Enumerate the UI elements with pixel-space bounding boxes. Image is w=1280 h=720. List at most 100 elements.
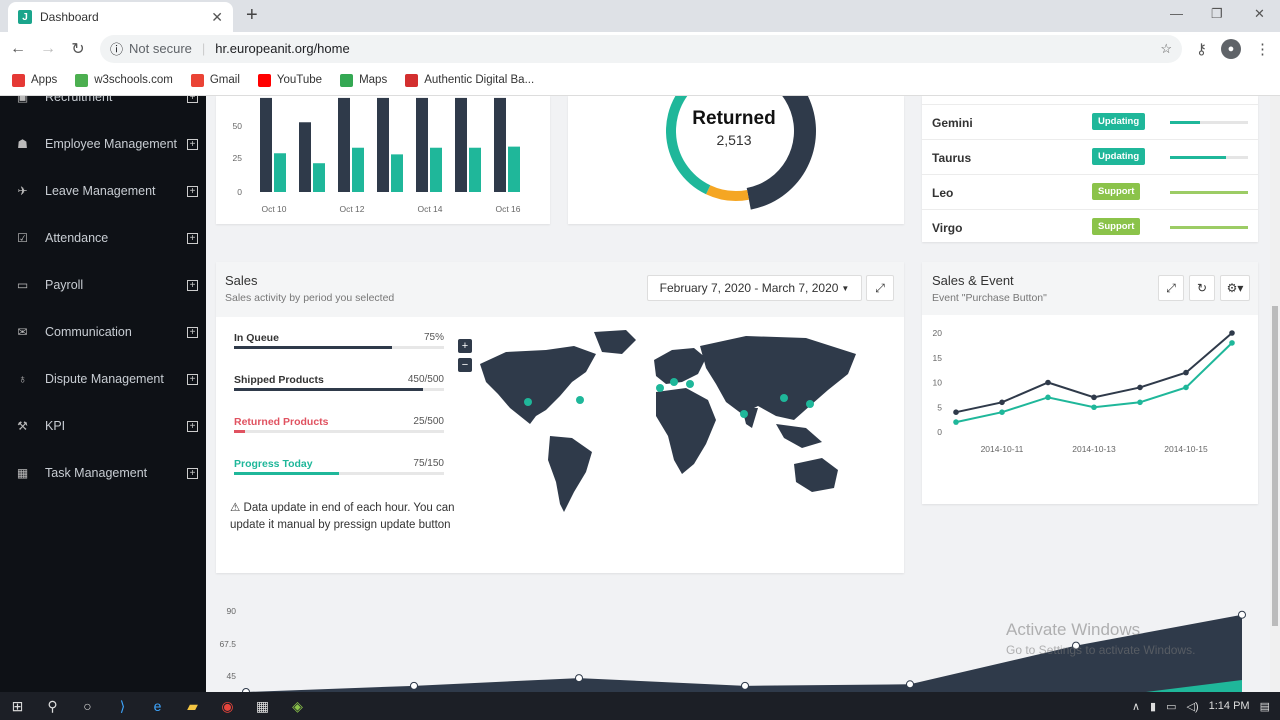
sidebar-item-employee-management[interactable]: ☗ Employee Management + [0, 129, 206, 159]
refresh-icon: ↻ [1196, 281, 1208, 295]
info-icon[interactable]: ⓘ [110, 42, 124, 57]
sidebar-item-communication[interactable]: ✉ Communication + [0, 317, 206, 347]
sidebar-item-dispute-management[interactable]: ♁ Dispute Management + [0, 364, 206, 394]
expand-plus-icon[interactable]: + [187, 96, 198, 103]
app-icon[interactable]: ▦ [255, 697, 270, 714]
bookmark-star-icon[interactable]: ☆ [1160, 40, 1172, 56]
sales-event-subtitle: Event "Purchase Button" [932, 292, 1047, 304]
expand-plus-icon[interactable]: + [187, 373, 198, 385]
date-range-dropdown[interactable]: February 7, 2020 - March 7, 2020 ▼ [647, 275, 862, 301]
y-tick-label: 5 [937, 402, 942, 412]
chevron-up-icon[interactable]: ∧ [1131, 700, 1141, 713]
bookmark-favicon-icon [75, 73, 89, 87]
sidebar-item-task-management[interactable]: ▦ Task Management + [0, 458, 206, 488]
expand-plus-icon[interactable]: + [187, 467, 198, 479]
sidebar-item-payroll[interactable]: ▭ Payroll + [0, 270, 206, 300]
world-map[interactable] [476, 324, 896, 524]
sidebar-item-label: Employee Management [45, 137, 178, 151]
bookmark-item[interactable]: YouTube [257, 73, 322, 87]
progress-track [234, 388, 444, 391]
network-icon[interactable]: ▭ [1166, 700, 1177, 713]
donut-slice [666, 96, 711, 195]
bookmark-item[interactable]: Gmail [190, 73, 240, 87]
app2-icon[interactable]: ◈ [292, 697, 303, 714]
warning-icon: ⚠ [230, 502, 241, 514]
tab-dashboard[interactable]: J Dashboard ✕ [8, 2, 233, 32]
data-point [1045, 394, 1051, 401]
y-tick-label: 20 [933, 328, 943, 338]
key-icon[interactable]: ⚷ [1196, 40, 1207, 58]
sidebar-item-label: Dispute Management [45, 372, 164, 386]
bookmark-item[interactable]: Maps [340, 73, 388, 87]
sales-subtitle: Sales activity by period you selected [225, 292, 395, 304]
sidebar-item-recruitment[interactable]: ▣ Recruitment + [0, 96, 206, 112]
progress-fill [234, 472, 339, 475]
sales-event-header: Sales & Event Event "Purchase Button" ⤢ … [922, 262, 1258, 315]
new-tab-button[interactable]: + [246, 4, 258, 26]
bookmark-item[interactable]: w3schools.com [75, 73, 173, 87]
expand-icon: ⤢ [875, 280, 885, 295]
expand-plus-icon[interactable]: + [187, 326, 198, 338]
bar [299, 122, 311, 192]
data-point [1238, 610, 1246, 619]
minimize-icon[interactable]: — [1170, 6, 1183, 21]
edge-icon[interactable]: e [153, 698, 162, 714]
y-tick-label: 45 [227, 671, 237, 681]
sales-card: Sales Sales activity by period you selec… [216, 262, 904, 573]
expand-plus-icon[interactable]: + [187, 279, 198, 291]
mic-icon[interactable]: ▮ [1150, 700, 1157, 713]
page-scrollbar[interactable] [1270, 96, 1280, 692]
search-icon[interactable]: ⚲ [47, 697, 58, 714]
row-name: Leo [932, 186, 954, 200]
taskbar-clock[interactable]: 1:14 PM [1208, 700, 1250, 712]
notification-icon[interactable]: ▤ [1259, 700, 1270, 713]
folder-icon[interactable]: ▰ [187, 697, 198, 714]
vscode-icon[interactable]: ⟩ [119, 697, 126, 714]
table-row: Virgo Support [922, 209, 1258, 244]
watermark-subtitle: Go to Settings to activate Windows. [1006, 643, 1196, 657]
volume-icon[interactable]: ◁) [1186, 700, 1199, 713]
bookmark-item[interactable]: Authentic Digital Ba... [405, 73, 534, 87]
expand-plus-icon[interactable]: + [187, 138, 198, 150]
close-tab-icon[interactable]: ✕ [211, 8, 223, 25]
sales-header: Sales Sales activity by period you selec… [216, 262, 904, 317]
settings-dropdown[interactable]: ⚙▾ [1220, 275, 1250, 301]
url-text[interactable]: hr.europeanit.org/home [215, 41, 350, 56]
calendar-icon: ▦ [16, 466, 29, 480]
windows-start-icon[interactable]: ⊞ [11, 697, 24, 714]
reload-icon[interactable]: ↻ [71, 40, 85, 58]
donut-value: 2,513 [716, 132, 752, 148]
refresh-button[interactable]: ↻ [1189, 275, 1215, 301]
chrome-icon[interactable]: ◉ [221, 697, 234, 714]
expand-plus-icon[interactable]: + [187, 185, 198, 197]
sidebar-item-kpi[interactable]: ⚒ KPI + [0, 411, 206, 441]
bookmark-label: Maps [359, 74, 388, 86]
donut-slice [706, 185, 749, 201]
sidebar-item-leave-management[interactable]: ✈ Leave Management + [0, 176, 206, 206]
omnibox[interactable]: ⓘ Not secure | hr.europeanit.org/home ☆ [100, 34, 1182, 63]
sidebar-item-attendance[interactable]: ☑ Attendance + [0, 223, 206, 253]
map-zoom-out-button[interactable]: − [458, 358, 472, 372]
cortana-icon[interactable]: ○ [83, 698, 92, 714]
row-progress-fill [1170, 226, 1248, 229]
data-point [1091, 394, 1097, 401]
expand-button[interactable]: ⤢ [866, 275, 894, 301]
forward-icon[interactable]: → [40, 39, 56, 57]
bookmark-item[interactable]: Apps [12, 73, 57, 87]
progress-row: Returned Products 25/500 [234, 416, 444, 433]
fullscreen-button[interactable]: ⤢ [1158, 275, 1184, 301]
expand-plus-icon[interactable]: + [187, 232, 198, 244]
bookmark-favicon-icon [190, 73, 204, 87]
series-line [955, 332, 1233, 414]
profile-avatar-icon[interactable]: ● [1221, 38, 1241, 59]
back-icon[interactable]: ← [10, 39, 26, 57]
sidebar-item-label: Attendance [45, 231, 109, 245]
restore-icon[interactable]: ❐ [1211, 6, 1223, 21]
expand-plus-icon[interactable]: + [187, 420, 198, 432]
progress-row: In Queue 75% [234, 332, 444, 349]
map-zoom-in-button[interactable]: + [458, 339, 472, 353]
y-tick-label: 15 [933, 353, 943, 363]
scrollbar-thumb[interactable] [1272, 306, 1278, 626]
menu-kebab-icon[interactable]: ⋮ [1255, 40, 1270, 58]
window-close-icon[interactable]: ✕ [1254, 6, 1265, 21]
